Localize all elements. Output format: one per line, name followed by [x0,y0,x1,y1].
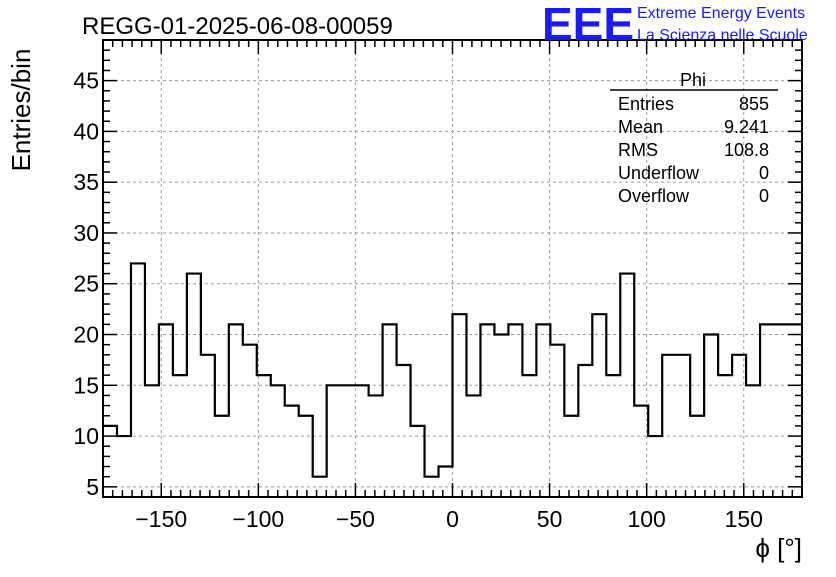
x-tick-label: −100 [232,506,284,532]
y-tick-label: 20 [73,322,99,348]
tick-labels: −150 −100 −50 0 50 100 150 5 10 15 20 25 30 35 40 45 [73,68,763,532]
y-tick-label: 10 [73,423,99,449]
x-tick-label: 50 [537,506,563,532]
x-tick-label: 0 [446,506,459,532]
stats-box: Phi Entries 855 Mean 9.241 RMS 108.8 Underflow… [610,70,778,206]
stats-label: Entries [618,94,674,114]
y-tick-label: 25 [73,271,99,297]
y-tick-label: 30 [73,220,99,246]
eee-logo-mark: EEE [542,0,634,50]
stats-label: Mean [618,117,663,137]
y-tick-label: 40 [73,118,99,144]
stats-label: Underflow [618,163,700,183]
stats-value: 108.8 [724,140,769,160]
stats-rows: Entries 855 Mean 9.241 RMS 108.8 Underflow 0 Ove… [618,94,769,206]
axis-ticks [103,40,802,497]
stats-value: 855 [739,94,769,114]
y-tick-label: 15 [73,372,99,398]
x-tick-label: 150 [725,506,763,532]
logo-line-2: La Scienza nelle Scuole [637,27,808,44]
eee-logo: EEE Extreme Energy Events La Scienza nel… [542,0,808,50]
y-tick-label: 5 [86,474,99,500]
x-tick-label: −150 [135,506,187,532]
chart-title: REGG-01-2025-06-08-00059 [82,13,393,40]
x-tick-label: 100 [627,506,665,532]
y-tick-label: 35 [73,169,99,195]
y-axis-title: Entries/bin [6,49,36,172]
x-tick-label: −50 [336,506,375,532]
stats-label: Overflow [618,186,690,206]
stats-value: 9.241 [724,117,769,137]
stats-value: 0 [759,186,769,206]
x-axis-title: ϕ [°] [755,533,802,563]
stats-title: Phi [680,70,706,90]
histogram-series [103,262,802,478]
logo-line-1: Extreme Energy Events [637,5,805,22]
y-tick-label: 45 [73,68,99,94]
stats-label: RMS [618,140,658,160]
stats-value: 0 [759,163,769,183]
